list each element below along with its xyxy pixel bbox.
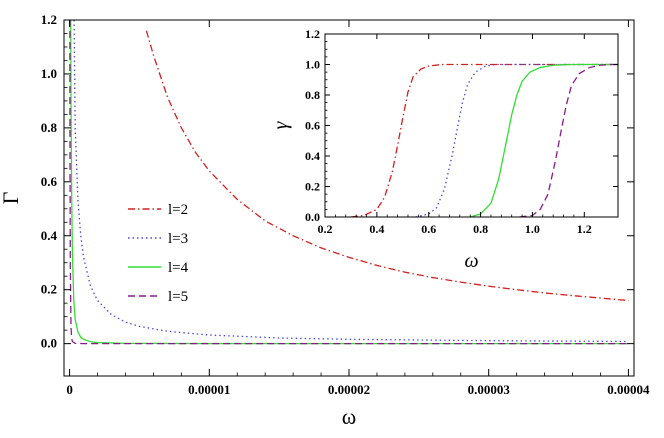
main-series-l3: [73, 20, 629, 343]
inset-y-axis-title: γ: [270, 120, 292, 129]
main-y-tick-label: 0.6: [41, 174, 58, 189]
legend: l=2 l=3 l=4 l=5: [128, 202, 189, 305]
inset-y-tick-label: 0.4: [305, 149, 320, 163]
inset-background: [325, 34, 618, 217]
legend-label-l3: l=3: [168, 231, 188, 247]
main-y-tick-label: 0.4: [41, 228, 58, 243]
legend-label-l2: l=2: [168, 202, 188, 218]
inset-x-tick-label: 0.2: [318, 222, 333, 236]
main-y-tick-label: 0.0: [41, 336, 57, 351]
main-x-tick-label: 0.00001: [188, 382, 230, 397]
main-y-tick-label: 0.2: [41, 282, 57, 297]
inset-panel: 0.2 0.4 0.6 0.8 1.0 1.20.00.20.40.60.81.01.2ω…: [270, 27, 619, 272]
main-y-tick-label: 0.8: [41, 120, 58, 135]
main-x-tick-label: 0: [66, 382, 73, 397]
main-y-axis-title: Γ: [0, 191, 23, 204]
inset-y-tick-label: 1.0: [305, 58, 320, 72]
inset-y-tick-label: 0.2: [305, 180, 320, 194]
legend-label-l5: l=5: [168, 289, 188, 305]
main-panel: 0 0.00001 0.00002 0.00003 0.000040.00.20.40.…: [0, 12, 650, 429]
main-series-l5: [69, 20, 629, 345]
inset-y-tick-label: 0.8: [305, 88, 320, 102]
inset-x-tick-label: 1.0: [525, 222, 540, 236]
main-x-tick-label: 0.00002: [328, 382, 370, 397]
inset-series-l4: [470, 63, 618, 217]
inset-y-tick-label: 0.6: [305, 119, 320, 133]
inset-series-l2: [350, 63, 618, 217]
main-x-axis-title: ω: [342, 404, 356, 429]
inset-y-tick-label: 1.2: [305, 27, 320, 41]
inset-series-l3: [415, 63, 618, 217]
inset-y-tick-label: 0.0: [305, 210, 320, 224]
main-x-tick-label: 0.00004: [607, 382, 650, 397]
inset-x-axis-title: ω: [464, 250, 478, 272]
main-y-tick-label: 1.2: [41, 12, 57, 27]
inset-x-tick-label: 0.4: [369, 222, 384, 236]
inset-series-l5: [519, 63, 618, 217]
inset-x-tick-label: 0.8: [473, 222, 488, 236]
main-x-tick-label: 0.00003: [468, 382, 511, 397]
inset-x-tick-label: 1.2: [577, 222, 592, 236]
main-series-l2: [145, 30, 629, 302]
main-y-tick-label: 1.0: [41, 66, 57, 81]
legend-label-l4: l=4: [168, 260, 189, 276]
main-series-l4: [70, 20, 629, 345]
inset-x-tick-label: 0.6: [421, 222, 436, 236]
